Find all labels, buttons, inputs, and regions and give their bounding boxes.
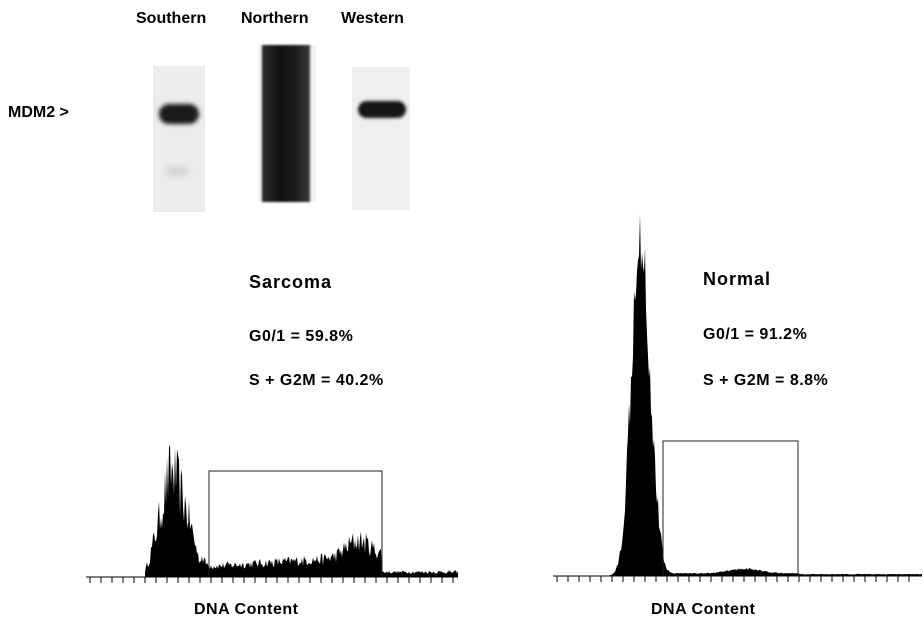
southern-blot-label: Southern: [136, 10, 207, 27]
western-blot-band: [358, 101, 406, 118]
normal-x-axis-label: DNA Content: [651, 601, 756, 618]
sarcoma-title: Sarcoma: [249, 272, 333, 292]
sarcoma-g01-value: G0/1 = 59.8%: [249, 328, 354, 345]
normal-title: Normal: [703, 269, 772, 289]
southern-blot-image: [153, 66, 205, 212]
mdm2-marker-label: MDM2 >: [8, 104, 69, 121]
sarcoma-x-axis-label: DNA Content: [194, 601, 299, 618]
northern-blot-smear: [262, 45, 310, 202]
western-blot-image: [352, 67, 410, 210]
northern-blot-image: [258, 45, 316, 202]
sarcoma-histogram-profile: [145, 444, 458, 577]
normal-histogram-profile: [560, 213, 922, 576]
normal-sg2m-value: S + G2M = 8.8%: [703, 372, 829, 389]
normal-g01-value: G0/1 = 91.2%: [703, 326, 808, 343]
normal-sphase-gate-box: [662, 440, 799, 577]
southern-blot-band: [159, 104, 199, 124]
northern-blot-label: Northern: [241, 10, 309, 27]
sarcoma-sg2m-value: S + G2M = 40.2%: [249, 372, 384, 389]
western-blot-label: Western: [341, 10, 404, 27]
